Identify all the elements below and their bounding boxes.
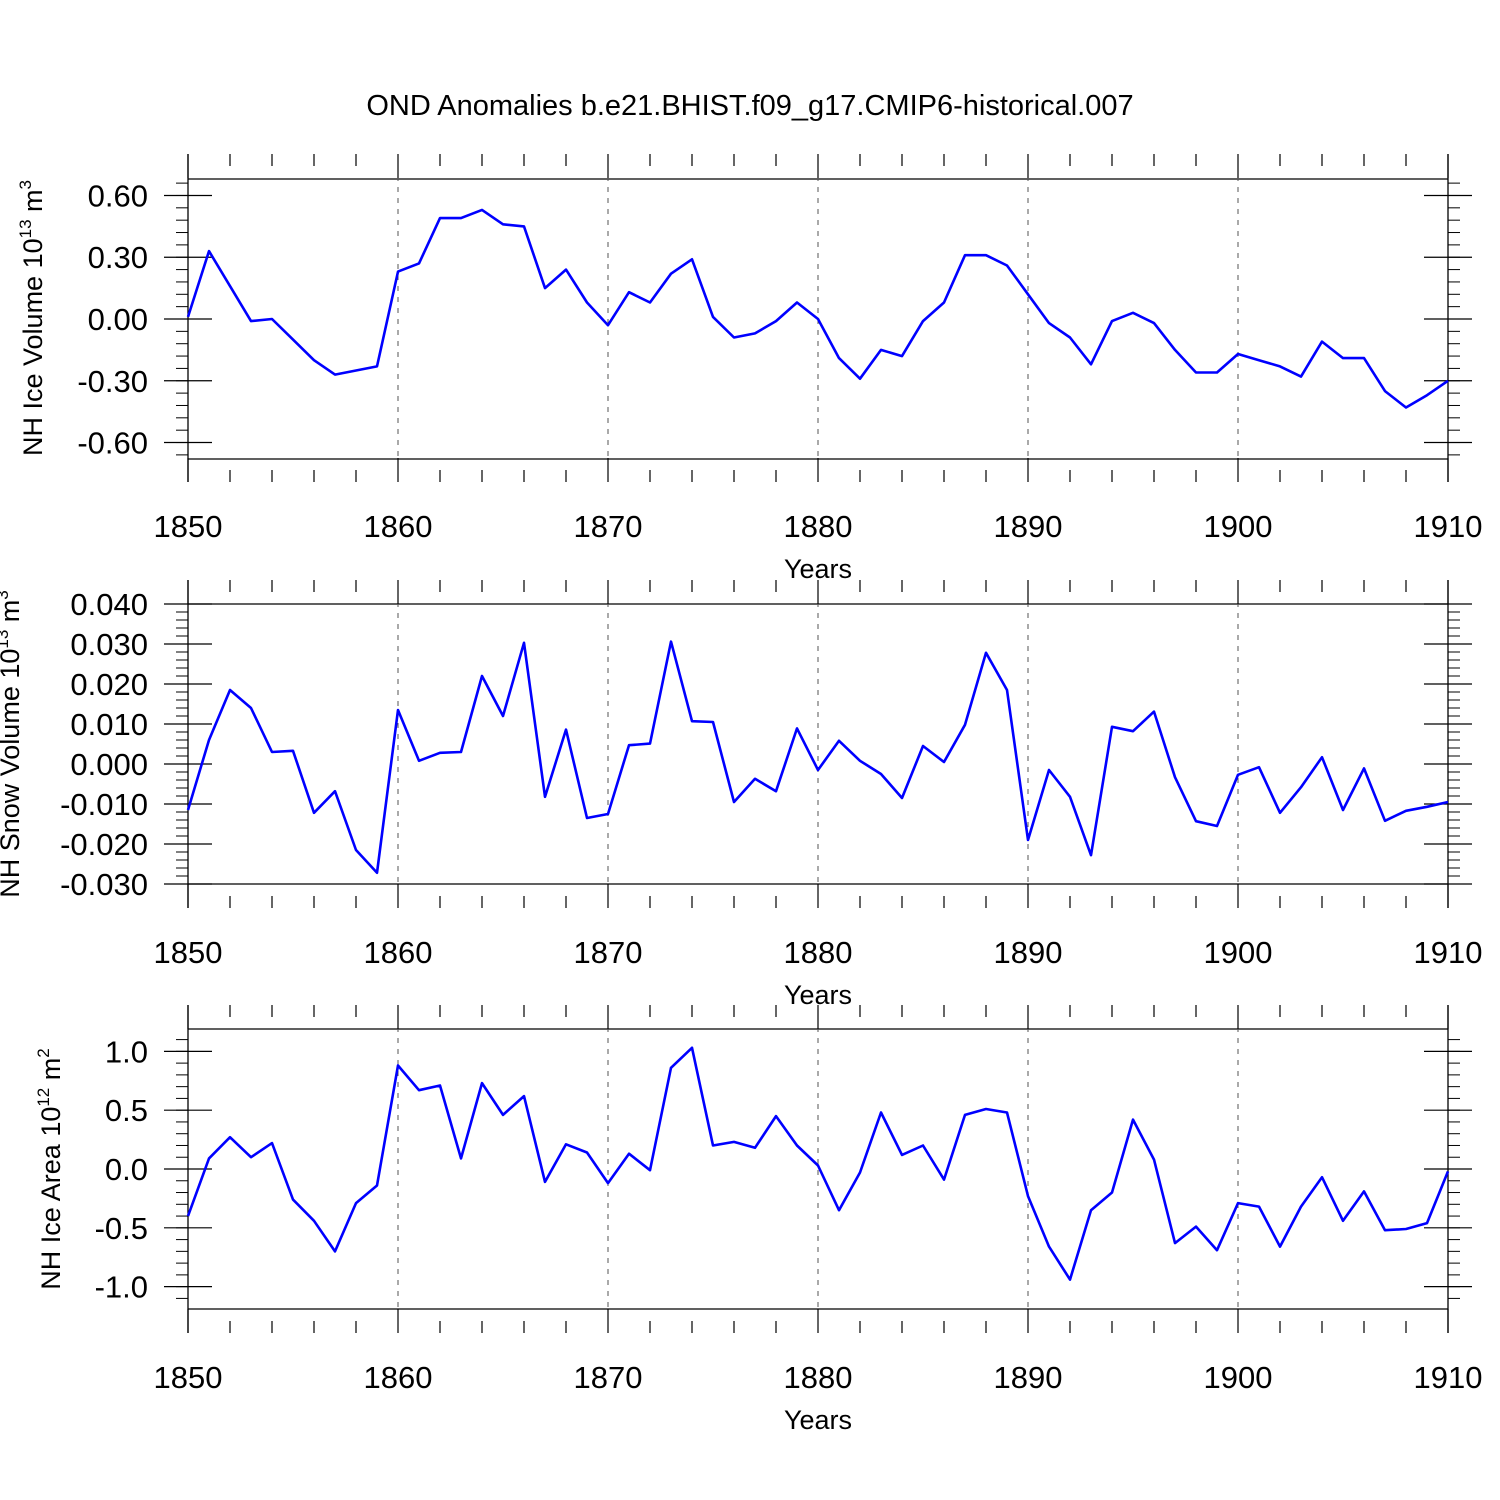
x-axis-label: Years <box>784 554 852 584</box>
y-tick-label: 0.00 <box>88 302 148 337</box>
y-axis-label-unit: m <box>36 1058 66 1088</box>
y-tick-label: -0.30 <box>77 364 148 399</box>
data-series-line <box>186 1046 1450 1281</box>
y-tick-label: 0.010 <box>70 707 148 742</box>
x-tick-label: 1860 <box>364 509 433 544</box>
y-axis-label-text: NH Ice Volume 10 <box>18 238 48 456</box>
x-tick-label: 1900 <box>1204 935 1273 970</box>
x-tick-label: 1870 <box>574 1360 643 1395</box>
y-tick-label: -0.030 <box>60 867 148 902</box>
y-tick-label: -1.0 <box>95 1270 148 1305</box>
x-tick-label: 1910 <box>1414 1360 1483 1395</box>
x-tick-label: 1860 <box>364 935 433 970</box>
x-tick-label: 1880 <box>784 509 853 544</box>
x-tick-label: 1850 <box>154 509 223 544</box>
y-axis-label-unit-exponent: 3 <box>0 590 12 599</box>
x-tick-label: 1880 <box>784 935 853 970</box>
y-axis-label-exponent: 12 <box>34 1088 53 1107</box>
x-tick-label: 1850 <box>154 1360 223 1395</box>
y-tick-label: 0.020 <box>70 667 148 702</box>
y-tick-label: 0.30 <box>88 240 148 275</box>
x-axis-label: Years <box>784 1405 852 1435</box>
y-tick-label: -0.60 <box>77 426 148 461</box>
y-axis-label-exponent: 13 <box>0 630 12 649</box>
x-tick-label: 1910 <box>1414 935 1483 970</box>
y-tick-label: -0.020 <box>60 827 148 862</box>
y-axis-label: NH Ice Volume 1013 m3 <box>16 180 48 456</box>
y-tick-label: 0.040 <box>70 587 148 622</box>
y-axis-label: NH Ice Area 1012 m2 <box>34 1048 66 1289</box>
y-tick-label: 0.5 <box>105 1093 148 1128</box>
x-tick-label: 1870 <box>574 935 643 970</box>
y-axis-label: NH Snow Volume 1013 m3 <box>0 590 25 898</box>
y-tick-label: -0.010 <box>60 787 148 822</box>
x-tick-label: 1900 <box>1204 1360 1273 1395</box>
y-axis-label-unit-exponent: 2 <box>34 1048 53 1057</box>
y-axis-label-unit: m <box>18 189 48 219</box>
snow-volume-panel: -0.030 -0.020 -0.010 0.000 0.010 0.020 0.030 0.… <box>0 580 1482 1010</box>
data-series-line <box>186 208 1449 409</box>
y-tick-label: 0.000 <box>70 747 148 782</box>
y-axis-label-unit-exponent: 3 <box>16 180 35 189</box>
chart-title: OND Anomalies b.e21.BHIST.f09_g17.CMIP6-… <box>366 90 1133 122</box>
y-tick-label: -0.5 <box>95 1211 148 1246</box>
y-axis-label-text: NH Snow Volume 10 <box>0 649 25 898</box>
y-axis-label-unit: m <box>0 600 25 630</box>
y-axis-label-exponent: 13 <box>16 219 35 238</box>
y-tick-label: 1.0 <box>105 1034 148 1069</box>
y-tick-label: 0.60 <box>88 178 148 213</box>
x-tick-label: 1910 <box>1414 509 1483 544</box>
y-tick-label: 0.0 <box>105 1152 148 1187</box>
x-tick-label: 1860 <box>364 1360 433 1395</box>
x-tick-label: 1900 <box>1204 509 1273 544</box>
y-axis-label-text: NH Ice Area 10 <box>36 1107 66 1290</box>
x-tick-label: 1890 <box>994 1360 1063 1395</box>
ice-area-panel: -1.0 -0.5 0.0 0.5 1.0 1850 1860 1870 1880 1890 190… <box>34 1005 1482 1435</box>
ice-volume-panel: -0.60 -0.30 0.00 0.30 0.60 1850 1860 1870 1880 18… <box>16 154 1482 584</box>
x-tick-label: 1870 <box>574 509 643 544</box>
x-tick-label: 1850 <box>154 935 223 970</box>
x-tick-label: 1890 <box>994 935 1063 970</box>
y-tick-label: 0.030 <box>70 627 148 662</box>
x-tick-label: 1890 <box>994 509 1063 544</box>
data-series-line <box>186 640 1449 875</box>
x-tick-label: 1880 <box>784 1360 853 1395</box>
